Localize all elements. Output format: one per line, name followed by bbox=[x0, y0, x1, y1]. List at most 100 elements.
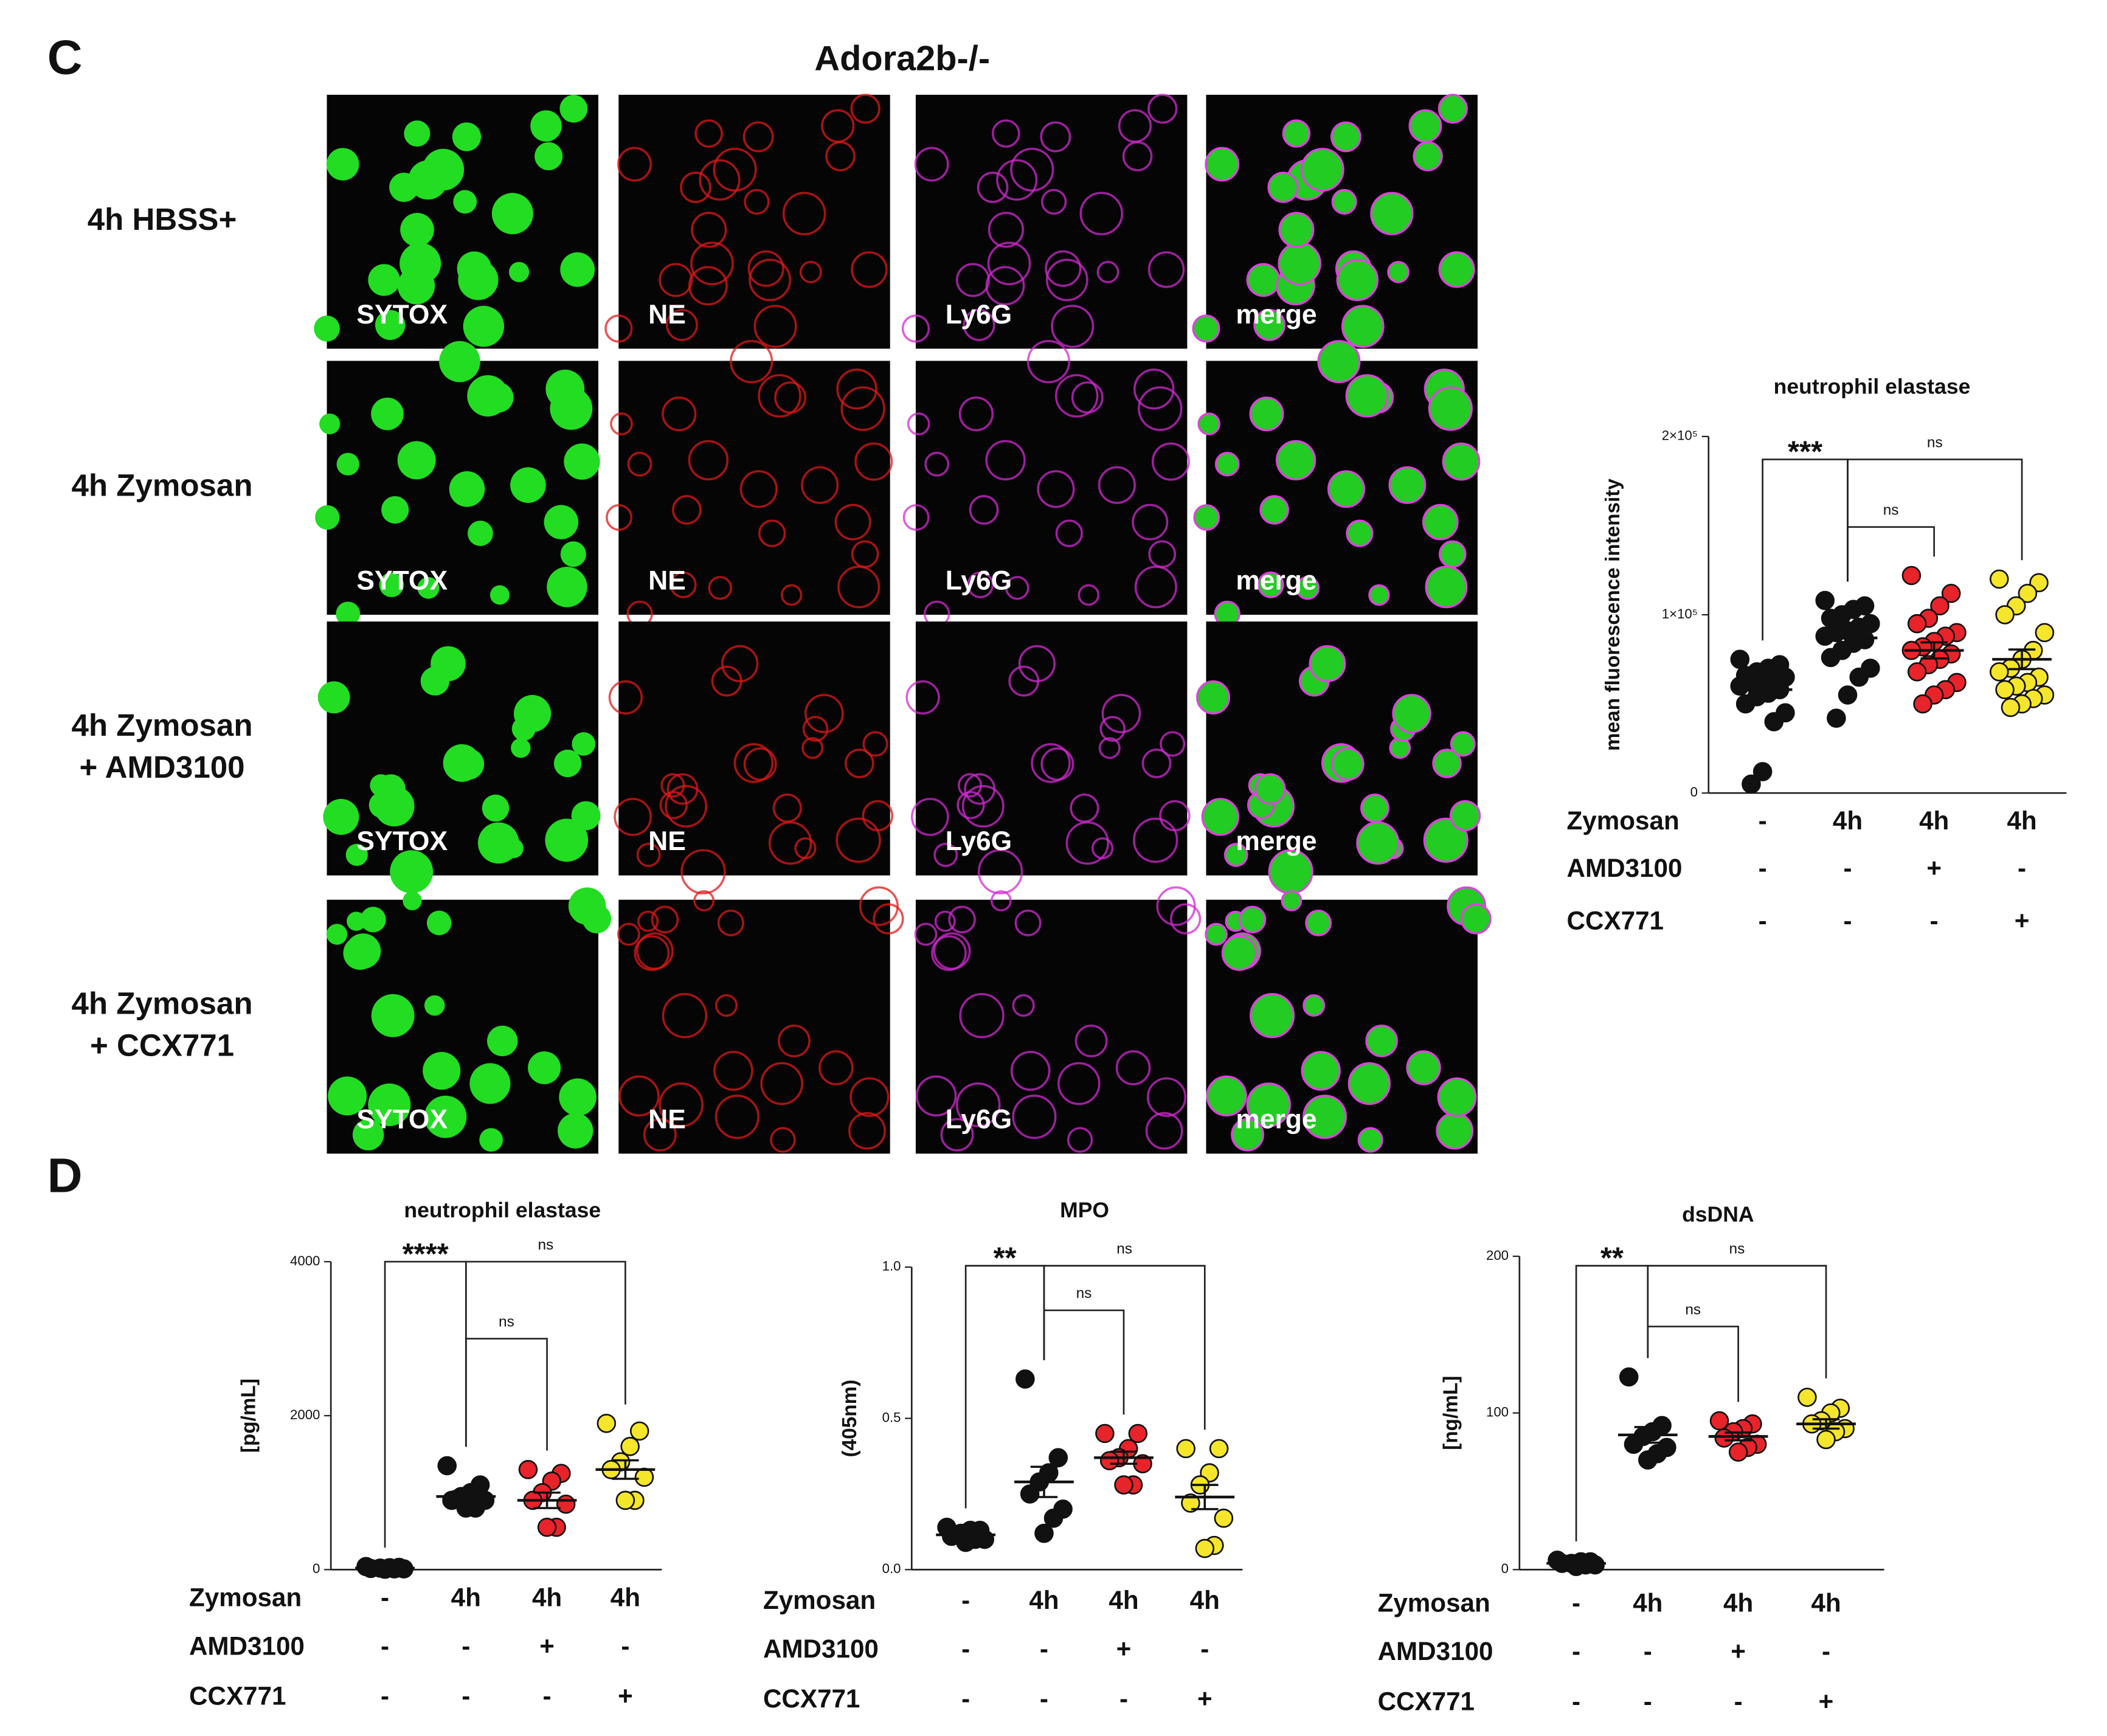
cell bbox=[801, 737, 824, 759]
cell bbox=[1413, 141, 1443, 171]
cell bbox=[315, 505, 340, 530]
y-tick-label: 200 bbox=[1486, 1248, 1509, 1263]
cell bbox=[1098, 466, 1136, 504]
cell bbox=[1159, 800, 1191, 832]
cell bbox=[1138, 386, 1183, 431]
cell bbox=[558, 1113, 593, 1149]
significance-bracket bbox=[1575, 1265, 1649, 1541]
data-point bbox=[1995, 605, 2015, 624]
cell bbox=[1437, 1077, 1477, 1117]
cell bbox=[1438, 94, 1468, 124]
cell bbox=[403, 891, 422, 911]
cell bbox=[1221, 935, 1258, 971]
cell bbox=[940, 1118, 974, 1152]
cell bbox=[659, 790, 688, 820]
cell bbox=[851, 251, 888, 288]
condition-value: - bbox=[1572, 1637, 1580, 1665]
row-label: + AMD3100 bbox=[79, 750, 244, 784]
cell bbox=[665, 308, 698, 341]
cell bbox=[467, 375, 509, 417]
y-tick-label: 1.0 bbox=[882, 1259, 901, 1274]
cell bbox=[636, 842, 661, 867]
cell bbox=[1054, 374, 1099, 418]
channel-label: NE bbox=[648, 565, 686, 595]
y-axis-label: (405nm) bbox=[839, 1380, 861, 1458]
cell bbox=[1141, 749, 1172, 778]
channel-label: Ly6G bbox=[946, 565, 1012, 595]
cell bbox=[859, 886, 899, 926]
cell bbox=[955, 1082, 1001, 1127]
cell bbox=[1132, 503, 1169, 541]
cell bbox=[1408, 109, 1442, 143]
cell bbox=[924, 451, 950, 477]
cell bbox=[1250, 993, 1295, 1039]
cell bbox=[1214, 452, 1240, 477]
condition-name: Zymosan bbox=[189, 1583, 302, 1611]
data-point bbox=[1735, 694, 1756, 714]
cell bbox=[1438, 251, 1475, 288]
cell bbox=[955, 263, 990, 297]
y-tick-label: 0 bbox=[313, 1561, 320, 1576]
y-axis-label: [ng/mL] bbox=[1440, 1376, 1462, 1450]
data-point bbox=[1730, 649, 1750, 669]
data-point bbox=[1907, 662, 1927, 682]
cell bbox=[371, 994, 415, 1037]
sem-bar bbox=[1562, 1561, 1590, 1566]
data-point bbox=[1930, 596, 1950, 616]
sem-bar bbox=[2008, 648, 2036, 671]
cell bbox=[1148, 540, 1177, 569]
condition-value: - bbox=[462, 1631, 470, 1660]
cell bbox=[1257, 571, 1284, 598]
cell bbox=[801, 466, 839, 504]
cell bbox=[850, 94, 881, 124]
cell bbox=[368, 264, 400, 296]
cell bbox=[336, 452, 359, 475]
data-point bbox=[1048, 1448, 1068, 1468]
cell bbox=[834, 503, 871, 541]
cell bbox=[914, 147, 949, 182]
significance-bracket bbox=[1847, 526, 1936, 582]
cell bbox=[482, 794, 510, 822]
condition-name: Zymosan bbox=[1378, 1588, 1490, 1617]
cell bbox=[1425, 565, 1468, 609]
cell bbox=[317, 681, 350, 714]
cell bbox=[844, 749, 874, 778]
condition-value: 4h bbox=[1833, 806, 1863, 835]
cell bbox=[1303, 1095, 1347, 1139]
condition-value: + bbox=[1116, 1634, 1132, 1663]
condition-name: AMD3100 bbox=[763, 1634, 879, 1663]
cell bbox=[672, 495, 702, 525]
data-point bbox=[1624, 1434, 1644, 1454]
cell bbox=[453, 190, 477, 214]
cell bbox=[1146, 1077, 1187, 1117]
significance-label: ns bbox=[1883, 502, 1899, 518]
cell bbox=[1201, 798, 1240, 836]
cell bbox=[836, 817, 881, 863]
panel-title: Adora2b-/- bbox=[814, 40, 990, 78]
cell bbox=[1018, 645, 1056, 683]
cell bbox=[992, 119, 1020, 148]
cell bbox=[1133, 817, 1178, 863]
cell bbox=[511, 738, 531, 758]
cell bbox=[1045, 250, 1082, 287]
cell bbox=[910, 798, 949, 836]
condition-value: + bbox=[1731, 1637, 1746, 1665]
condition-value: - bbox=[1040, 1634, 1048, 1663]
micrograph bbox=[618, 621, 890, 876]
condition-value: - bbox=[1844, 854, 1852, 882]
condition-name: CCX771 bbox=[763, 1684, 860, 1713]
cell bbox=[390, 850, 434, 894]
cell bbox=[1460, 903, 1492, 935]
cell bbox=[463, 306, 505, 347]
significance-label: ns bbox=[1076, 1285, 1092, 1302]
channel-label: NE bbox=[648, 826, 686, 856]
sem-bar bbox=[1834, 629, 1861, 646]
data-point bbox=[1099, 1451, 1119, 1471]
cell bbox=[1249, 396, 1284, 432]
data-point bbox=[620, 1437, 640, 1456]
condition-value: 4h bbox=[1723, 1588, 1753, 1617]
cell bbox=[544, 505, 579, 539]
cell bbox=[608, 680, 643, 715]
cell bbox=[643, 1118, 677, 1152]
condition-value: 4h bbox=[1109, 1586, 1138, 1614]
